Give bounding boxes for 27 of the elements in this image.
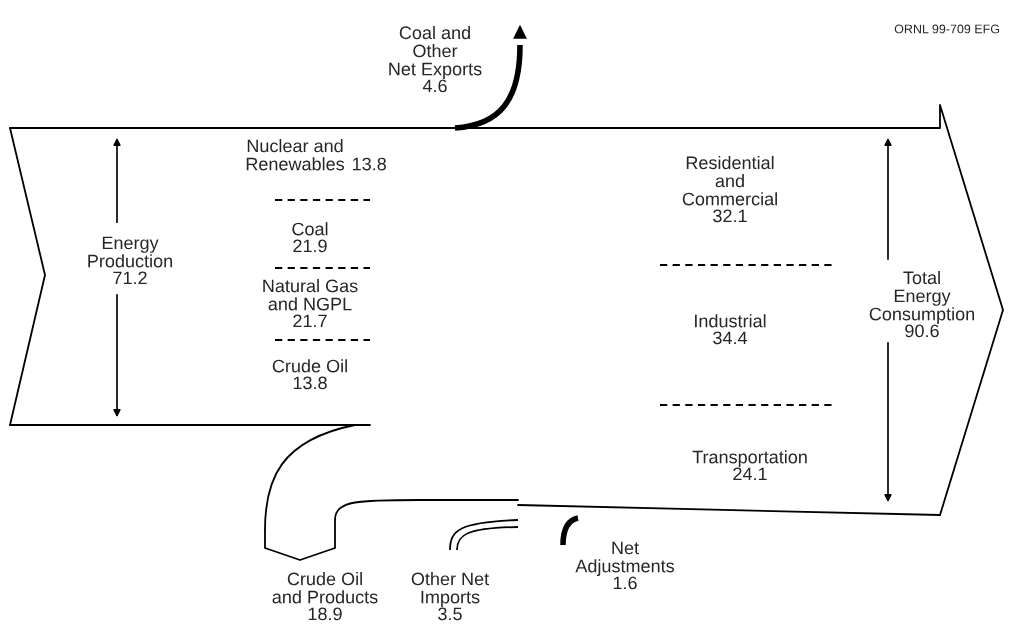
data-label: 21.7 xyxy=(293,314,327,328)
category-label: Nuclear and Renewables xyxy=(246,139,345,171)
category-label: Total Energy Consumption xyxy=(869,270,975,324)
category-label: Coal and Other Net Exports xyxy=(389,25,482,79)
text: ORNL 99-709 EFG xyxy=(894,24,1000,34)
data-label: 13.8 xyxy=(353,157,386,171)
category-label: Energy Production xyxy=(88,236,172,268)
category-label: Other Net Imports xyxy=(411,572,489,607)
data-label: 21.9 xyxy=(293,239,327,253)
category-label: Transportation xyxy=(692,450,807,467)
category-label: Crude Oil and Products xyxy=(272,572,378,604)
data-label: 24.1 xyxy=(733,467,767,481)
data-label: 3.5 xyxy=(438,607,462,621)
category-label: Natural Gas and NGPL xyxy=(263,279,358,311)
category-label: Coal xyxy=(292,222,328,236)
category-label: Industrial xyxy=(695,314,766,328)
category-label: Residential and Commercial xyxy=(682,155,777,206)
data-label: 18.9 xyxy=(308,607,342,621)
data-label: 71.2 xyxy=(113,271,147,285)
data-label: 32.1 xyxy=(713,209,747,223)
data-label: 1.6 xyxy=(613,576,637,590)
category-label: Net Adjustments xyxy=(575,541,675,576)
category-label: Crude Oil xyxy=(272,359,347,373)
data-label: 90.6 xyxy=(905,324,939,338)
data-label: 4.6 xyxy=(422,79,447,93)
data-label: 13.8 xyxy=(293,376,327,390)
data-label: 34.4 xyxy=(713,331,748,345)
